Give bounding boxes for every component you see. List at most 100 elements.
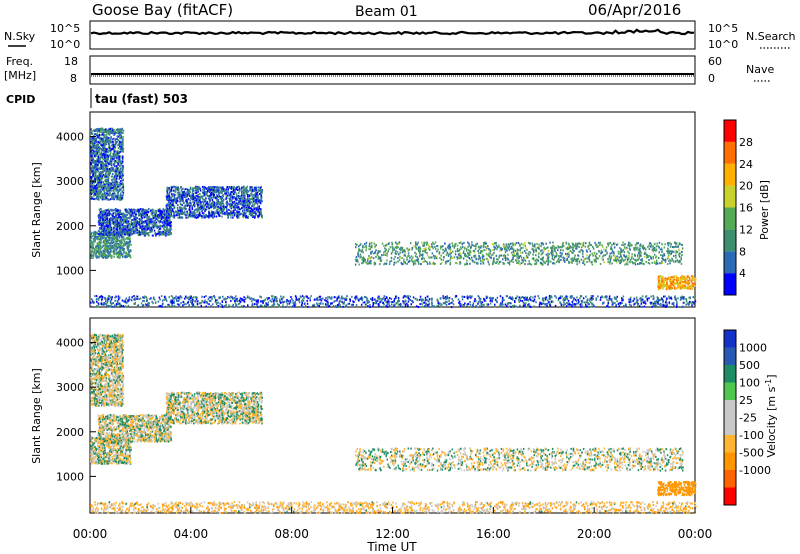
echo-cell	[188, 192, 190, 195]
echo-cell	[98, 150, 101, 152]
echo-cell	[144, 221, 146, 224]
echo-cell	[246, 202, 248, 205]
echo-cell	[153, 216, 155, 219]
echo-cell	[111, 219, 114, 222]
echo-cell	[237, 208, 239, 210]
echo-cell	[115, 213, 118, 216]
echo-cell	[105, 170, 107, 173]
echo-cell	[162, 208, 165, 211]
echo-cell	[189, 205, 191, 207]
echo-cell	[102, 154, 104, 157]
echo-cell	[93, 231, 95, 234]
echo-cell	[244, 210, 246, 213]
echo-cell	[168, 201, 170, 204]
echo-cell	[160, 214, 162, 217]
echo-cell	[109, 149, 111, 152]
echo-cell	[167, 233, 169, 236]
echo-cell	[100, 241, 102, 244]
echo-cell	[191, 212, 194, 215]
echo-cell	[105, 195, 107, 198]
echo-cell	[207, 207, 210, 210]
echo-cell	[95, 149, 97, 152]
echo-cell	[107, 247, 109, 250]
echo-cell	[369, 306, 371, 308]
echo-cell	[143, 212, 145, 215]
echo-cell	[94, 173, 97, 176]
echo-cell	[225, 304, 227, 306]
echo-cell	[91, 131, 93, 134]
echo-cell	[138, 227, 141, 230]
echo-cell	[236, 203, 239, 206]
nsky-label: N.Sky	[4, 30, 36, 43]
echo-cell	[105, 242, 108, 245]
echo-cell	[92, 243, 94, 246]
echo-cell	[128, 243, 130, 246]
echo-cell	[114, 182, 117, 185]
echo-cell	[108, 140, 110, 143]
echo-cell	[208, 200, 211, 203]
echo-cell	[461, 298, 464, 301]
echo-cell	[97, 238, 99, 241]
echo-cell	[106, 257, 108, 259]
echo-cell	[185, 216, 188, 219]
echo-cell	[100, 254, 102, 257]
power-echoes	[90, 127, 697, 309]
echo-cell	[692, 296, 694, 299]
echo-cell	[120, 134, 122, 137]
echo-cell	[115, 240, 118, 243]
echo-cell	[100, 227, 102, 230]
echo-cell	[94, 185, 97, 188]
echo-cell	[219, 196, 222, 198]
nave-label: Nave	[746, 63, 774, 76]
echo-cell	[621, 297, 623, 300]
echo-cell	[240, 201, 242, 204]
echo-cell	[110, 163, 112, 165]
echo-cell	[101, 221, 103, 224]
echo-cell	[125, 251, 128, 254]
echo-cell	[97, 219, 100, 222]
echo-cell	[95, 192, 98, 195]
echo-cell	[144, 226, 146, 229]
echo-cell	[117, 135, 120, 138]
echo-cell	[228, 208, 230, 211]
echo-cell	[186, 195, 188, 198]
echo-cell	[114, 164, 116, 167]
echo-cell	[92, 158, 94, 161]
echo-cell	[166, 230, 169, 233]
echo-cell	[114, 224, 117, 227]
echo-cell	[120, 146, 122, 149]
cpid-label: CPID	[6, 93, 35, 106]
echo-cell	[90, 166, 93, 169]
echo-cell	[116, 209, 119, 212]
echo-cell	[167, 224, 170, 227]
echo-cell	[120, 230, 122, 233]
echo-cell	[103, 219, 106, 222]
echo-cell	[185, 204, 187, 207]
echo-cell	[117, 184, 119, 186]
echo-cell	[92, 245, 94, 248]
echo-cell	[211, 197, 213, 199]
echo-cell	[126, 220, 129, 223]
echo-cell	[229, 213, 232, 216]
echo-cell	[136, 231, 138, 234]
echo-cell	[590, 305, 592, 308]
echo-cell	[125, 210, 127, 213]
echo-cell	[546, 304, 548, 307]
echo-cell	[106, 138, 109, 141]
echo-cell	[102, 230, 105, 233]
echo-cell	[113, 153, 116, 156]
echo-cell	[238, 210, 240, 213]
echo-cell	[100, 140, 102, 143]
echo-cell	[137, 221, 140, 224]
echo-cell	[452, 303, 455, 306]
echo-cell	[177, 191, 179, 194]
echo-cell	[100, 156, 102, 159]
echo-cell	[116, 144, 119, 147]
echo-cell	[218, 189, 221, 192]
echo-cell	[193, 187, 196, 190]
echo-cell	[106, 148, 109, 151]
echo-cell	[126, 217, 128, 219]
echo-cell	[102, 158, 105, 161]
echo-cell	[146, 222, 148, 225]
echo-cell	[102, 133, 104, 136]
